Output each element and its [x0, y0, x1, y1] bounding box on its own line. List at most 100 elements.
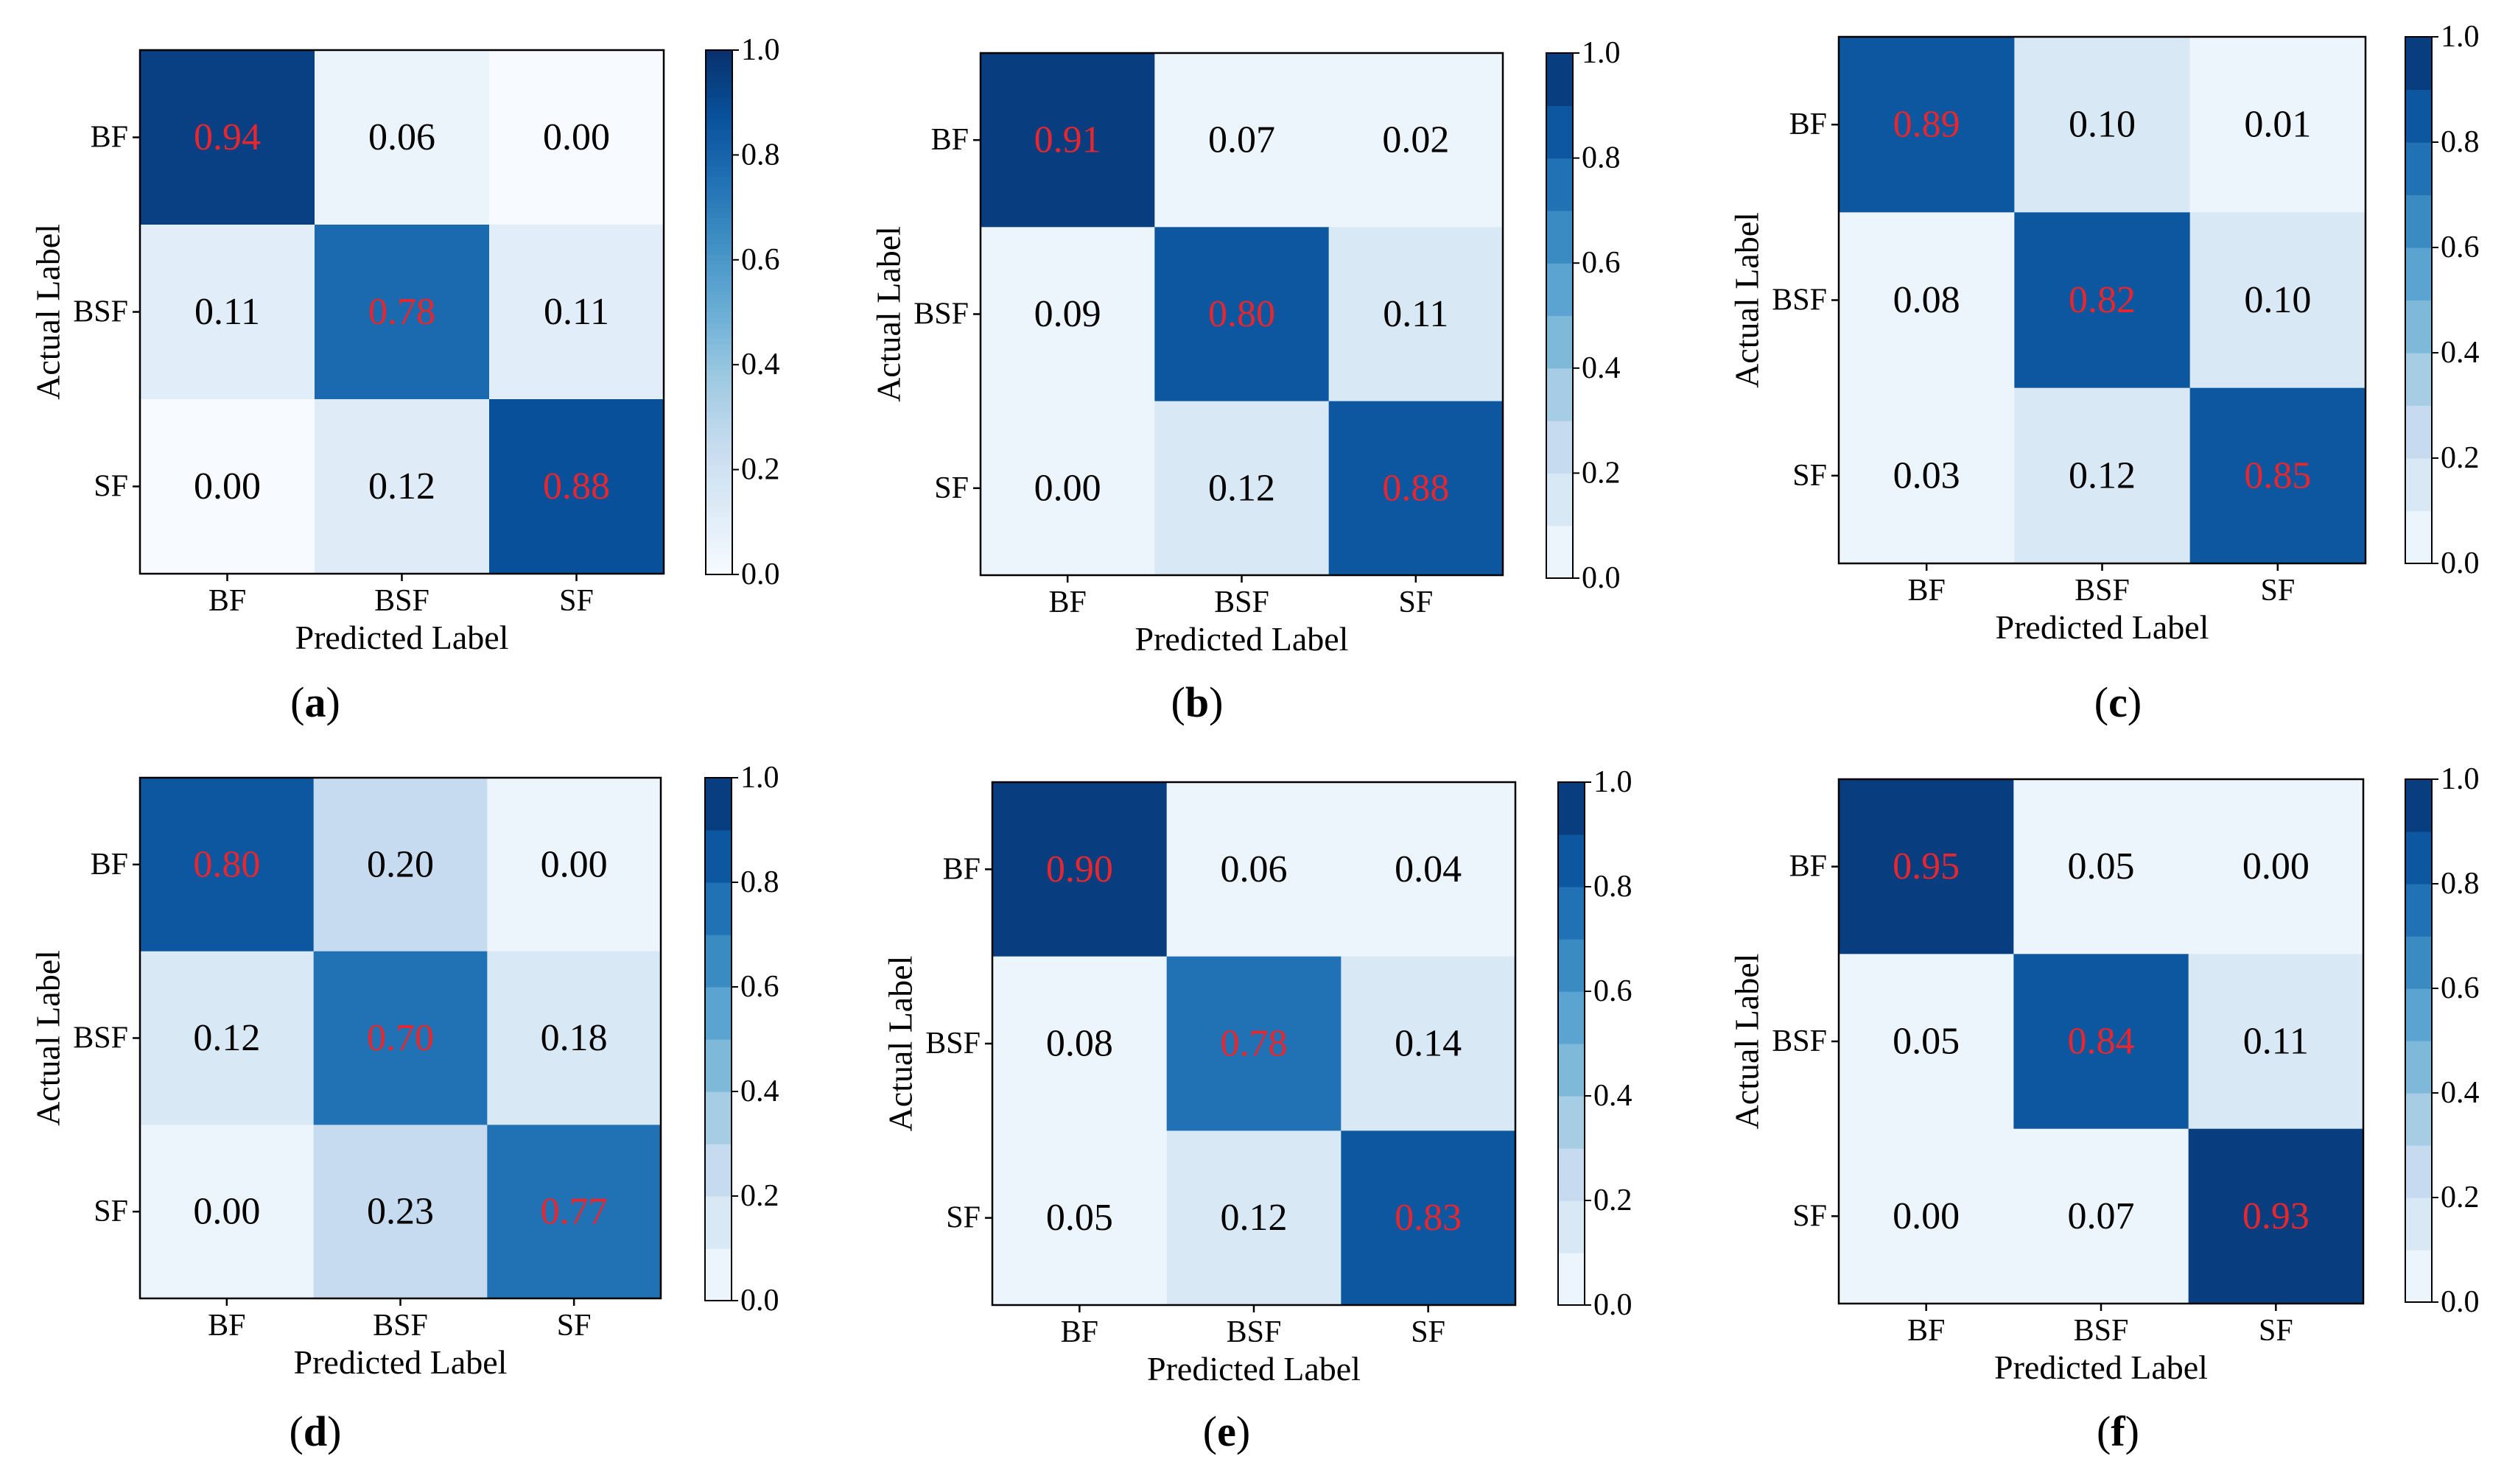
- colorbar-gradient-step: [706, 563, 732, 570]
- colorbar-tick-label: 0.0: [2441, 546, 2480, 580]
- colorbar-gradient-step: [706, 343, 732, 350]
- heatmap-cell: [2188, 954, 2364, 1130]
- heatmap-cell: [1839, 212, 2015, 389]
- y-axis-label: Actual Label: [29, 950, 67, 1126]
- colorbar-gradient-step: [706, 375, 732, 381]
- colorbar-gradient-step: [706, 212, 732, 219]
- cell-value-label: 0.06: [1221, 848, 1288, 890]
- colorbar-bin: [1558, 939, 1585, 992]
- colorbar-tick-label: 0.2: [1593, 1184, 1632, 1217]
- diagonal-value-label: 0.95: [1893, 845, 1960, 887]
- diagonal-value-label: 0.78: [368, 291, 435, 333]
- colorbar-gradient-step: [706, 317, 732, 324]
- heatmap-cell: [981, 53, 1155, 228]
- colorbar-bin: [1546, 368, 1573, 421]
- heatmap-cell: [313, 1125, 488, 1299]
- cell-value-label: 0.03: [1893, 454, 1960, 496]
- panel-caption: (f): [2097, 1407, 2139, 1455]
- colorbar-gradient-step: [706, 459, 732, 465]
- colorbar-gradient-step: [706, 55, 732, 62]
- x-tick-label: SF: [1398, 585, 1433, 619]
- colorbar-bin: [1546, 525, 1573, 579]
- colorbar-gradient-step: [706, 102, 732, 109]
- colorbar-gradient-step: [706, 479, 732, 486]
- diagonal-value-label: 0.70: [367, 1017, 434, 1059]
- colorbar-bin: [1546, 105, 1573, 159]
- colorbar-gradient-step: [706, 207, 732, 214]
- colorbar-tick-label: 0.6: [1582, 246, 1621, 280]
- colorbar-bin: [2405, 831, 2432, 885]
- colorbar-gradient-step: [706, 133, 732, 140]
- colorbar-gradient-step: [706, 150, 732, 156]
- colorbar-gradient-step: [706, 217, 732, 224]
- colorbar-gradient-step: [706, 490, 732, 496]
- colorbar-tick-label: 0.8: [1582, 141, 1621, 175]
- colorbar-bin: [2405, 779, 2432, 832]
- colorbar-bin: [1558, 991, 1585, 1044]
- colorbar-bin: [705, 987, 732, 1040]
- colorbar-bin: [1546, 315, 1573, 369]
- colorbar-gradient-step: [706, 222, 732, 229]
- cell-value-label: 0.04: [1395, 848, 1462, 890]
- colorbar-gradient-step: [706, 264, 732, 271]
- colorbar-bin: [705, 1039, 732, 1092]
- colorbar-bin: [1558, 1253, 1585, 1306]
- colorbar-tick-label: 0.2: [741, 453, 780, 487]
- diagonal-value-label: 0.91: [1034, 119, 1101, 161]
- colorbar-bin: [705, 830, 732, 883]
- colorbar-bin: [2405, 510, 2432, 564]
- colorbar-bin: [2405, 37, 2432, 91]
- colorbar-gradient-step: [706, 380, 732, 387]
- x-tick-label: BF: [1061, 1315, 1098, 1349]
- colorbar-tick-label: 0.0: [741, 558, 780, 591]
- heatmap-cell: [315, 50, 490, 225]
- colorbar-gradient-step: [706, 417, 732, 423]
- colorbar-gradient-step: [706, 191, 732, 198]
- colorbar-bin: [2405, 884, 2432, 937]
- colorbar-bin: [1546, 263, 1573, 317]
- x-tick-label: BF: [1048, 585, 1086, 619]
- colorbar-tick-label: 0.6: [1593, 974, 1632, 1008]
- colorbar-gradient-step: [706, 296, 732, 303]
- colorbar-gradient-step: [706, 390, 732, 397]
- y-tick-label: SF: [934, 471, 969, 505]
- colorbar-bin: [705, 1091, 732, 1144]
- x-tick-label: SF: [2259, 1314, 2293, 1348]
- colorbar-tick-label: 0.4: [740, 1075, 779, 1108]
- colorbar-bin: [1546, 210, 1573, 264]
- colorbar-tick-label: 1.0: [1582, 36, 1621, 70]
- colorbar-bin: [1558, 834, 1585, 887]
- colorbar-tick-label: 0.4: [2441, 1076, 2480, 1110]
- cell-value-label: 0.00: [543, 116, 610, 158]
- colorbar-bin: [705, 1248, 732, 1301]
- colorbar-gradient-step: [706, 81, 732, 88]
- colorbar-bin: [1558, 1148, 1585, 1201]
- colorbar-gradient-step: [706, 543, 732, 549]
- colorbar-bin: [1558, 887, 1585, 940]
- colorbar-gradient-step: [706, 197, 732, 203]
- heatmap-cell: [981, 227, 1155, 402]
- colorbar-gradient-step: [706, 538, 732, 544]
- heatmap-cell: [992, 956, 1168, 1131]
- colorbar-frame: [1557, 781, 1585, 1306]
- panel-a: 0.94 0.06 0.00 0.11 0.78 0.11 0.00 0.12 0.88 BF BS…: [29, 33, 780, 726]
- y-axis-label: Actual Label: [1728, 212, 1766, 388]
- colorbar-gradient-step: [706, 496, 732, 502]
- colorbar-bin: [1558, 1044, 1585, 1097]
- heatmap-cell: [2014, 387, 2191, 564]
- colorbar-gradient-step: [706, 348, 732, 355]
- panel-d: 0.80 0.20 0.00 0.12 0.70 0.18 0.00 0.23 0.77 BF BS…: [29, 761, 779, 1455]
- colorbar-bin: [2405, 936, 2432, 989]
- x-tick-label: BF: [1907, 574, 1945, 608]
- y-axis-label: Actual Label: [29, 224, 67, 400]
- colorbar-gradient-step: [706, 407, 732, 413]
- colorbar-tick-label: 0.8: [741, 138, 780, 172]
- heatmap-cell: [1328, 53, 1504, 228]
- cell-value-label: 0.12: [2069, 454, 2136, 496]
- colorbar-gradient-step: [706, 50, 732, 56]
- colorbar-gradient-step: [706, 91, 732, 98]
- colorbar-bin: [705, 1196, 732, 1249]
- colorbar-gradient-step: [706, 291, 732, 298]
- colorbar-tick-label: 0.6: [2441, 231, 2480, 264]
